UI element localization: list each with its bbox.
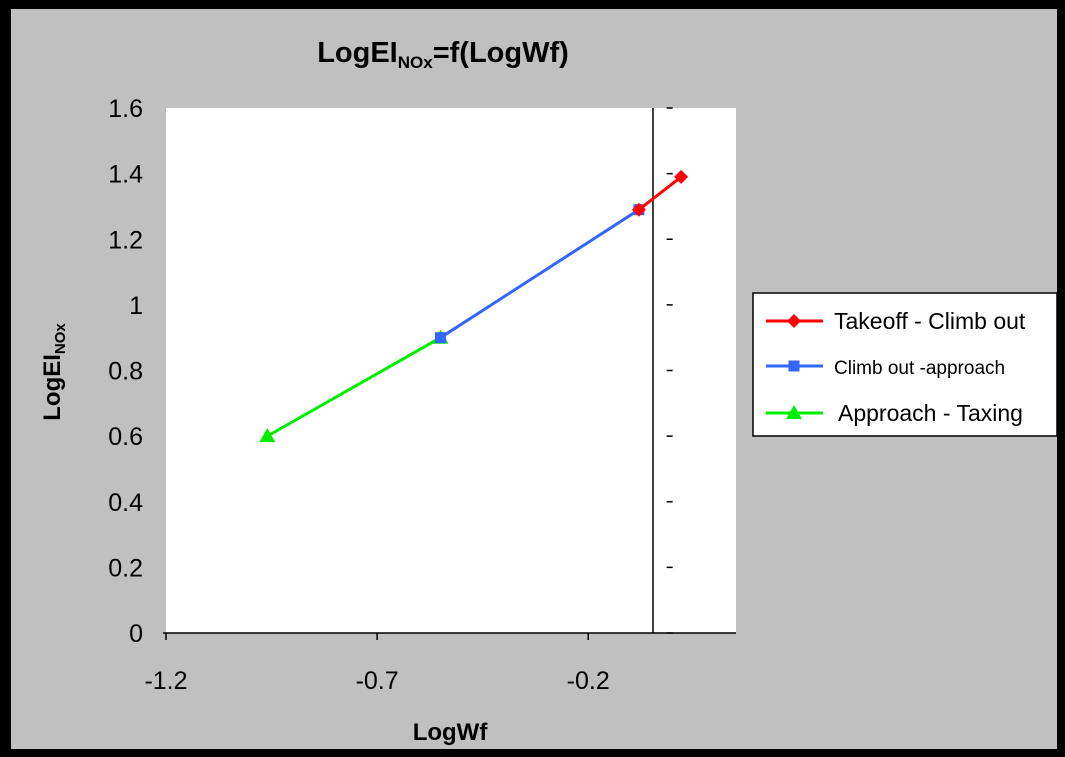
legend-items: Takeoff - Climb out Climb out -approach Ap…	[766, 308, 1026, 426]
legend-label: Climb out -approach	[834, 358, 1005, 379]
x-tick-label: -0.7	[356, 667, 399, 695]
y-tick-label: 1.4	[108, 161, 143, 189]
series-layer	[259, 169, 689, 443]
y-ticks: 0 0.2 0.4 0.6 0.8 1 1.2 1.4 1.6	[108, 95, 673, 648]
legend-swatch-marker	[786, 405, 802, 419]
legend-label: Approach - Taxing	[838, 400, 1023, 426]
chart-title-suffix: =f(LogWf)	[433, 37, 569, 69]
y-tick-label: 0.6	[108, 423, 143, 451]
series-line	[266, 336, 442, 438]
y-axis-label: LogEINOx	[39, 323, 69, 421]
y-tick-label: 1	[129, 292, 143, 320]
y-axis-label-subscript: NOx	[52, 323, 69, 355]
legend-label: Takeoff - Climb out	[834, 308, 1026, 334]
data-point	[674, 169, 689, 184]
y-tick-label: 0.4	[108, 489, 143, 517]
y-tick-label: 1.2	[108, 226, 143, 254]
data-point	[259, 428, 276, 443]
data-point	[434, 332, 446, 344]
series-line	[637, 175, 683, 211]
x-ticks: -1.2 -0.7 -0.2	[144, 633, 610, 695]
series-line	[439, 208, 640, 339]
legend-swatch-marker	[787, 314, 801, 328]
legend-swatch-marker	[788, 360, 800, 372]
chart-title-subscript: NOx	[398, 53, 434, 72]
x-tick-label: -0.2	[567, 667, 610, 695]
y-tick-label: 0.8	[108, 358, 143, 386]
data-point	[631, 202, 646, 217]
chart-title-main: LogEI	[317, 37, 398, 69]
plot-area	[166, 108, 736, 633]
chart-title: LogEINOx=f(LogWf)	[317, 37, 569, 72]
x-axis-label: LogWf	[413, 719, 489, 746]
x-tick-label: -1.2	[144, 667, 187, 695]
y-axis-label-main: LogEI	[39, 354, 66, 421]
y-tick-label: 0	[129, 620, 143, 648]
y-tick-label: 1.6	[108, 95, 143, 123]
y-tick-label: 0.2	[108, 554, 143, 582]
